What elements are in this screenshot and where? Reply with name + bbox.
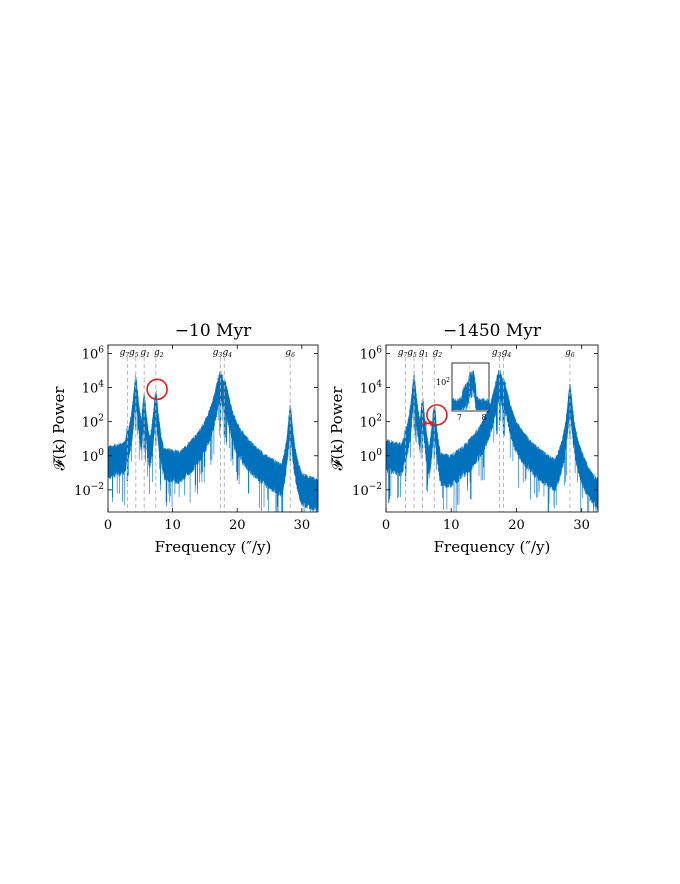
- spectrum-line: [108, 370, 318, 512]
- freq-marker-label: g3: [492, 348, 502, 359]
- chart-title: −10 Myr: [175, 321, 252, 341]
- axes-box: [107, 344, 319, 513]
- axes-box: [385, 344, 599, 513]
- freq-marker-label: g2: [154, 348, 164, 359]
- y-axis-label: 𝓕(k) Power: [50, 386, 68, 471]
- y-tick-label: 104: [82, 380, 105, 397]
- x-tick-label: 20: [508, 518, 525, 533]
- freq-marker-label: g6: [285, 348, 295, 359]
- x-tick-label: 0: [104, 518, 112, 533]
- y-tick-label: 10−2: [352, 482, 382, 499]
- freq-marker-label: g3: [213, 348, 223, 359]
- freq-marker-label: g4: [223, 348, 233, 359]
- freq-marker-label: g4: [502, 348, 512, 359]
- y-tick-label: 104: [360, 380, 383, 397]
- freq-marker-label: g1: [140, 348, 150, 359]
- chart-panel-2: −1450 Myr g7 g5 g1 g2 g3 g4 g6 0 10 20 30 10−2 100 102…: [328, 321, 599, 556]
- freq-marker-label: g7: [398, 348, 408, 359]
- freq-marker-label: g5: [407, 348, 417, 359]
- x-axis-label: Frequency (″/y): [155, 538, 272, 556]
- highlight-circle: [146, 378, 168, 401]
- chart-panel-1: −10 Myr g7 g5 g1 g2 g3 g4 g6 0 10 20 30 10−2 100 102 10…: [50, 321, 319, 556]
- y-tick-label: 100: [82, 448, 105, 465]
- inset-spectrum: [451, 370, 490, 411]
- x-tick-label: 0: [382, 518, 390, 533]
- y-tick-label: 100: [360, 448, 383, 465]
- freq-marker-label: g1: [419, 348, 429, 359]
- x-tick-label: 10: [164, 518, 181, 533]
- freq-marker-label: g5: [129, 348, 139, 359]
- inset-x-tick-label: 8: [482, 413, 487, 422]
- x-axis-label: Frequency (″/y): [434, 538, 551, 556]
- x-tick-label: 30: [294, 518, 311, 533]
- y-tick-label: 106: [82, 346, 105, 363]
- y-tick-label: 10−2: [74, 482, 104, 499]
- inset-x-tick-label: 7: [457, 413, 462, 422]
- chart-title: −1450 Myr: [443, 321, 542, 341]
- y-tick-label: 102: [360, 414, 382, 431]
- x-tick-label: 10: [443, 518, 460, 533]
- arrow-head-left: [422, 420, 427, 427]
- arrow-head-right: [430, 420, 435, 427]
- inset-plot: 7 8 102: [436, 362, 490, 422]
- freq-marker-label: g6: [565, 348, 575, 359]
- highlight-circle: [426, 404, 448, 426]
- y-axis-label: 𝓕(k) Power: [328, 386, 346, 471]
- freq-marker-label: g2: [432, 348, 442, 359]
- y-tick-label: 106: [360, 346, 383, 363]
- inset-y-tick-label: 102: [436, 377, 450, 387]
- spectrum-line: [386, 369, 598, 512]
- x-tick-label: 20: [229, 518, 246, 533]
- y-tick-label: 102: [82, 414, 104, 431]
- x-tick-label: 30: [573, 518, 590, 533]
- freq-marker-label: g7: [120, 348, 130, 359]
